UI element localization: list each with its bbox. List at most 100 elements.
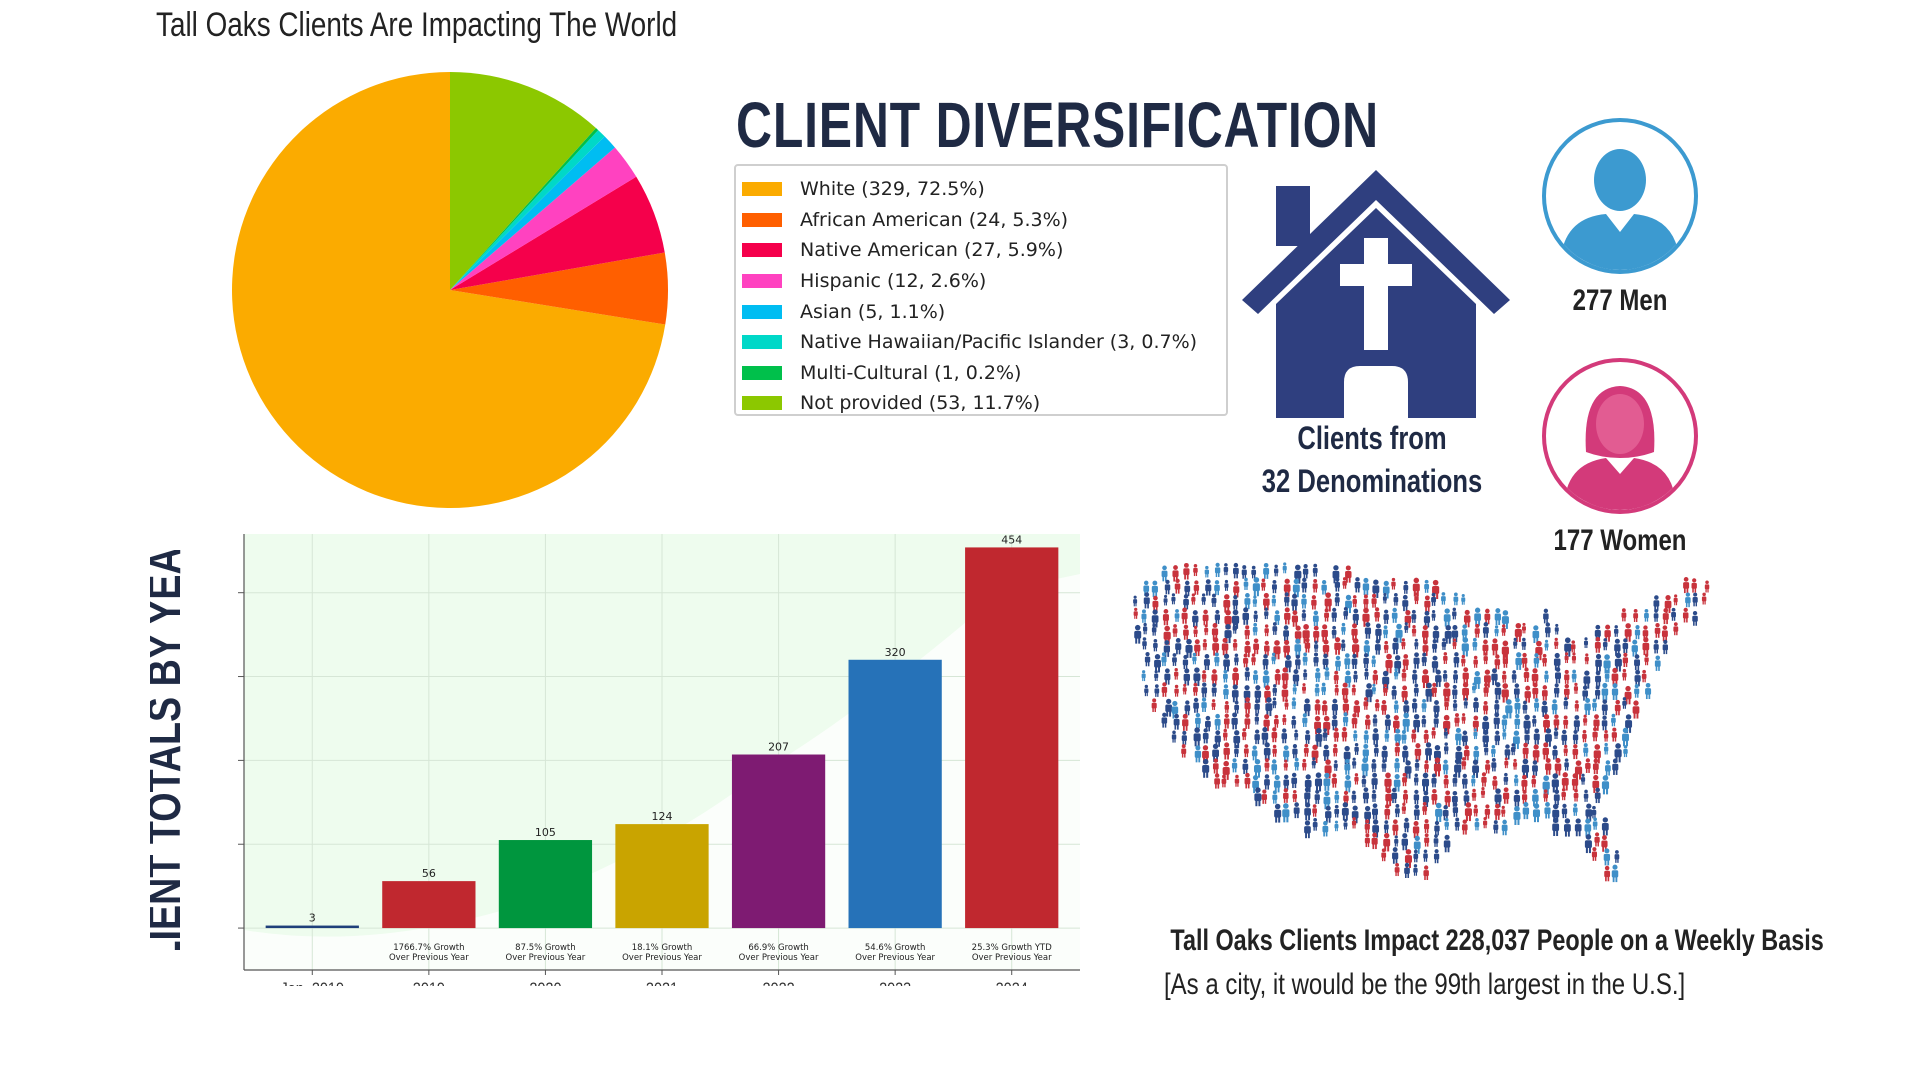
person-figure-icon [1624,685,1632,705]
person-figure-icon [1323,772,1331,791]
person-figure-icon [1354,577,1361,593]
person-figure-icon [1404,622,1409,633]
person-figure-icon [1244,697,1251,714]
person-figure-icon [1201,593,1206,605]
person-figure-icon [1353,730,1358,742]
legend-item: Not provided (53, 11.7%) [736,388,1226,419]
person-figure-icon [1622,668,1627,681]
person-figure-icon [1302,563,1309,579]
bar-jan-2019 [265,925,359,929]
person-figure-icon [1401,729,1407,744]
person-figure-icon [1144,684,1149,697]
women-avatar-icon [1542,358,1698,514]
person-figure-icon [1304,820,1311,839]
person-figure-icon [1414,638,1419,650]
person-figure-icon [1342,712,1349,727]
person-figure-icon [1243,653,1249,668]
x-tick-label: 2020 [529,980,561,986]
person-figure-icon [1394,835,1399,847]
person-figure-icon [1143,592,1150,609]
person-figure-icon [1295,654,1301,670]
person-figure-icon [1292,683,1297,695]
person-figure-icon [1401,802,1407,814]
bar-value-label: 124 [652,810,673,823]
person-figure-icon [1314,772,1323,792]
person-figure-icon [1632,700,1640,719]
bar-value-label: 56 [422,867,436,880]
person-figure-icon [1474,623,1480,638]
person-figure-icon [1394,804,1400,818]
person-figure-icon [1254,713,1259,725]
person-figure-icon [1314,683,1320,697]
person-figure-icon [1284,699,1289,710]
bar-ylabel-text: CLIENT TOTALS BY YEAR [150,550,190,950]
person-figure-icon [1175,637,1182,655]
person-figure-icon [1192,652,1197,665]
person-figure-icon [1371,758,1377,773]
person-figure-icon [1273,640,1281,660]
person-figure-icon [1193,727,1201,747]
person-figure-icon [1514,774,1519,787]
person-figure-icon [1154,684,1160,697]
person-figure-icon [1645,682,1652,700]
person-figure-icon [1304,637,1311,653]
legend-label: Asian (5, 1.1%) [800,300,946,323]
person-figure-icon [1363,653,1369,668]
person-figure-icon [1315,727,1323,747]
person-figure-icon [1322,653,1329,670]
person-figure-icon [1542,653,1547,667]
person-figure-icon [1384,804,1391,820]
person-figure-icon [1404,760,1412,779]
person-figure-icon [1302,758,1307,771]
person-figure-icon [1171,593,1176,605]
person-figure-icon [1211,669,1218,686]
person-figure-icon [1391,577,1396,590]
person-figure-icon [1431,788,1438,805]
person-figure-icon [1614,850,1620,863]
person-figure-icon [1404,862,1410,878]
person-figure-icon [1501,805,1506,817]
person-figure-icon [1424,595,1431,612]
person-figure-icon [1583,789,1589,802]
person-figure-icon [1413,835,1421,854]
legend-swatch [742,182,782,197]
person-figure-icon [1473,670,1481,689]
person-figure-icon [1493,712,1500,729]
person-figure-icon [1412,669,1418,684]
person-figure-icon [1671,607,1676,621]
diversification-title: CLIENT DIVERSIFICATION [736,89,1380,161]
person-figure-icon [1414,743,1422,761]
person-figure-icon [1232,622,1237,634]
person-figure-icon [1363,730,1369,744]
person-figure-icon [1473,697,1479,713]
person-figure-icon [1452,607,1457,620]
person-figure-icon [1514,697,1521,714]
person-figure-icon [1381,745,1388,762]
person-figure-icon [1381,699,1387,715]
bar-value-label: 454 [1001,533,1022,546]
person-figure-icon [1252,577,1260,597]
person-figure-icon [1304,802,1311,821]
person-figure-icon [1344,653,1351,670]
person-figure-icon [1333,670,1339,685]
person-figure-icon [1494,803,1501,820]
person-figure-icon [1553,789,1560,806]
bar-2019 [382,881,476,929]
person-figure-icon [1191,593,1196,605]
person-figure-icon [1301,593,1307,609]
person-figure-icon [1521,789,1528,804]
person-figure-icon [1352,757,1357,769]
person-figure-icon [1552,817,1560,837]
person-figure-icon [1471,775,1476,787]
men-count: 277 Men [1572,284,1668,317]
person-figure-icon [1264,607,1269,620]
person-figure-icon [1483,682,1489,697]
person-figure-icon [1580,773,1586,785]
pie-slice-native-hawaiian-pacific-islander [450,130,605,290]
person-figure-icon [1461,819,1468,835]
person-figure-icon [1444,697,1449,711]
person-figure-icon [1192,610,1199,628]
person-figure-icon [1595,685,1601,700]
person-figure-icon [1344,774,1352,793]
person-figure-icon [1205,579,1212,596]
